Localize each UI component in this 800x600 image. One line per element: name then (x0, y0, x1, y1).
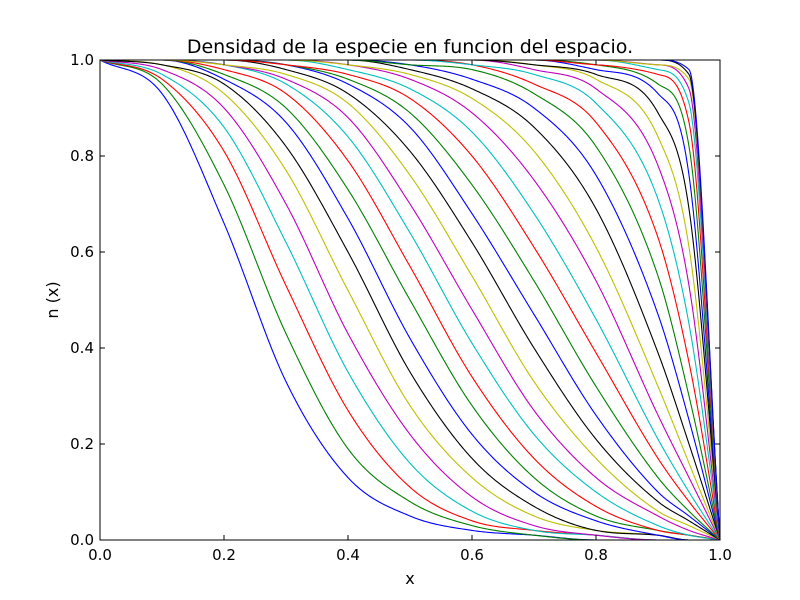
x-axis-label: x (405, 569, 414, 588)
x-tick-label: 1.0 (708, 546, 732, 564)
tick-layer: 0.0 0.2 0.4 0.6 0.8 1.0 0.0 0.2 0.4 0.6 0.8 1.0 (70, 51, 732, 564)
plot-frame (99, 59, 721, 541)
x-tick-label: 0.0 (88, 546, 112, 564)
y-tick-label: 0.6 (70, 243, 94, 261)
series-line-10 (100, 59, 721, 541)
y-tick-label: 0.8 (70, 147, 94, 165)
x-tick-label: 0.4 (336, 546, 360, 564)
chart-title: Densidad de la especie en funcion del es… (187, 36, 633, 58)
series-line-13 (100, 59, 721, 541)
y-tick-label: 0.4 (70, 339, 94, 357)
x-tick-label: 0.8 (584, 546, 608, 564)
series-line-8 (100, 59, 720, 541)
x-tick-label: 0.6 (460, 546, 484, 564)
y-tick-label: 0.2 (70, 435, 94, 453)
y-tick-label: 1.0 (70, 51, 94, 69)
y-axis-label: n (x) (43, 281, 62, 318)
y-tick-label: 0.0 (70, 531, 94, 549)
x-tick-label: 0.2 (212, 546, 236, 564)
